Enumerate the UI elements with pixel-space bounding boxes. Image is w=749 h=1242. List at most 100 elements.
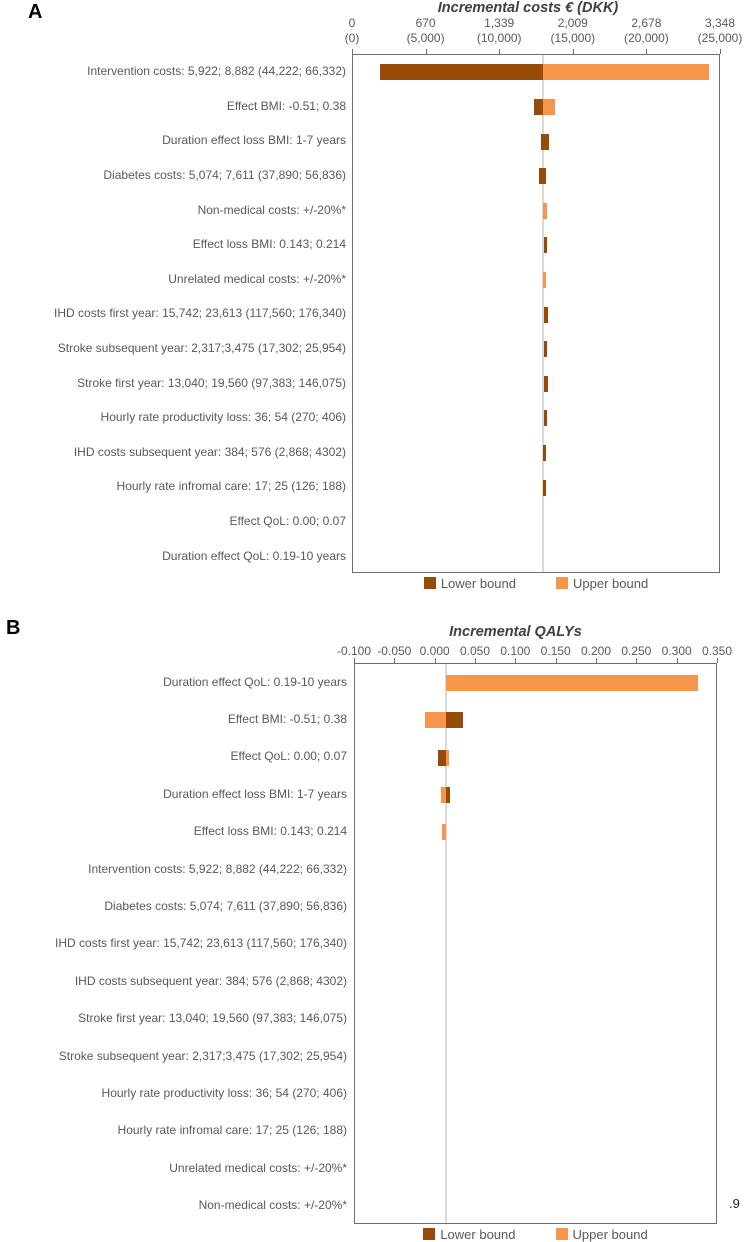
x-axis-tick-mark (475, 658, 476, 663)
x-axis-tick-mark (720, 49, 721, 54)
upper-bound-bar (543, 271, 547, 288)
x-axis-tick-label: 0.350 (701, 644, 733, 658)
panel-label-b: B (6, 617, 21, 639)
upper-bound-swatch-icon (555, 1228, 568, 1240)
baseline-gridline (541, 55, 544, 572)
x-axis-tick-label: 0.150 (540, 644, 571, 658)
upper-bound-bar (425, 712, 446, 729)
category-label: Hourly rate infromal care: 17; 25 (126; … (117, 1123, 347, 1138)
baseline-gridline (444, 664, 447, 1223)
x-axis-tick-mark (636, 658, 638, 663)
legend-item-upper: Upper bound (555, 1226, 648, 1242)
chart-title-qalys: Incremental QALYs (449, 624, 582, 640)
x-axis-tick-label: -0.100 (336, 644, 372, 658)
legend-upper-label: Upper bound (572, 1226, 648, 1242)
upper-bound-bar (440, 786, 446, 803)
category-label: Diabetes costs: 5,074; 7,611 (37,890; 56… (104, 899, 347, 914)
lower-bound-bar (379, 64, 543, 81)
category-label: Effect BMI: -0.51; 0.38 (226, 98, 346, 113)
x-axis-tick-mark (676, 658, 678, 663)
lower-bound-bar (543, 444, 546, 461)
legend-costs: Lower bound Upper bound (352, 575, 720, 591)
category-label: Non-medical costs: +/-20%* (198, 1198, 347, 1213)
lower-bound-bar (543, 341, 547, 358)
lower-bound-bar (540, 133, 550, 150)
category-label: Unrelated medical costs: +/-20%* (169, 1160, 347, 1175)
lower-bound-bar (543, 375, 548, 392)
category-label: Effect QoL: 0.00; 0.07 (229, 514, 346, 529)
x-axis-tick-mark (352, 49, 353, 54)
category-label: Intervention costs: 5,922; 8,882 (44,222… (88, 861, 347, 876)
category-label: Duration effect QoL: 0.19-10 years (163, 674, 347, 689)
x-axis-tick-label: 0.300 (661, 644, 692, 658)
chart-title-costs: Incremental costs € (DKK) (437, 0, 619, 16)
category-label: Duration effect loss BMI: 1-7 years (162, 133, 346, 148)
legend-lower-label: Lower bound (440, 575, 516, 591)
category-label: Duration effect loss BMI: 1-7 years (163, 786, 347, 801)
x-axis-tick-label: (20,000) (624, 31, 669, 45)
category-label: IHD costs first year: 15,742; 23,613 (11… (55, 936, 347, 951)
x-axis-tick-label: (10,000) (476, 31, 522, 45)
category-label: IHD costs subsequent year: 384; 576 (2,8… (73, 444, 346, 459)
x-axis-tick-label: 2,009 (557, 16, 588, 30)
lower-bound-swatch-icon (423, 577, 436, 589)
upper-bound-bar (542, 98, 555, 115)
x-axis-tick-label: (15,000) (550, 31, 596, 45)
upper-bound-bar (445, 674, 698, 691)
legend-qalys: Lower bound Upper bound (354, 1226, 717, 1242)
category-label: Diabetes costs: 5,074; 7,611 (37,890; 56… (103, 168, 346, 183)
upper-bound-bar (442, 824, 446, 841)
category-label: IHD costs first year: 15,742; 23,613 (11… (54, 306, 346, 321)
plot-area-qalys (354, 663, 717, 1224)
x-axis-tick-mark (394, 658, 396, 663)
category-label: Hourly rate infromal care: 17; 25 (126; … (116, 479, 346, 494)
x-axis-tick-mark (499, 49, 501, 54)
x-axis-tick-mark (717, 658, 718, 663)
lower-bound-bar (543, 237, 547, 254)
category-label: Unrelated medical costs: +/-20%* (168, 271, 346, 286)
legend-lower-label: Lower bound (440, 1226, 516, 1242)
upper-bound-bar (542, 64, 710, 81)
x-axis-tick-label: 0.200 (580, 644, 612, 658)
x-axis-tick-label: (5,000) (406, 31, 445, 45)
x-axis-tick-mark (425, 49, 427, 54)
category-label: IHD costs subsequent year: 384; 576 (2,8… (74, 973, 347, 988)
upper-bound-swatch-icon (556, 577, 568, 589)
category-label: Effect loss BMI: 0.143; 0.214 (193, 824, 347, 839)
x-axis-tick-label: -0.050 (377, 644, 412, 658)
category-label: Non-medical costs: +/-20%* (197, 202, 346, 217)
panel-label-a: A (28, 1, 43, 23)
category-label: Stroke first year: 13,040; 19,560 (97,38… (77, 375, 346, 390)
x-axis-tick-label: 0.250 (621, 644, 652, 658)
x-axis-tick-mark (596, 658, 597, 663)
x-axis-tick-label: 1,339 (484, 16, 515, 30)
upper-bound-bar (445, 749, 450, 766)
page-number-fragment: .9 (729, 1196, 740, 1211)
x-axis-tick-label: 2,678 (631, 16, 662, 30)
lower-bound-swatch-icon (423, 1228, 436, 1240)
category-label: Stroke first year: 13,040; 19,560 (97,38… (78, 1011, 347, 1026)
plot-area-costs (352, 54, 720, 573)
lower-bound-bar (539, 168, 546, 185)
x-axis-tick-label: 0 (348, 16, 356, 30)
category-label: Stroke subsequent year: 2,317;3,475 (17,… (58, 1048, 347, 1063)
legend-item-lower: Lower bound (423, 1226, 516, 1242)
x-axis-tick-mark (646, 49, 648, 54)
category-label: Duration effect QoL: 0.19-10 years (162, 548, 346, 563)
upper-bound-bar (543, 202, 547, 219)
x-axis-tick-label: 0.000 (419, 644, 450, 658)
category-label: Stroke subsequent year: 2,317;3,475 (17,… (57, 341, 346, 356)
category-label: Hourly rate productivity loss: 36; 54 (2… (101, 1086, 347, 1101)
x-axis-tick-label: 0.050 (459, 644, 491, 658)
x-axis-tick-label: (0) (344, 31, 360, 45)
x-axis-tick-mark (434, 658, 436, 663)
category-label: Hourly rate productivity loss: 36; 54 (2… (100, 410, 346, 425)
category-label: Effect loss BMI: 0.143; 0.214 (192, 237, 346, 252)
x-axis-tick-mark (354, 658, 355, 663)
x-axis-tick-mark (572, 49, 574, 54)
x-axis-tick-label: 3,348 (704, 16, 736, 30)
x-axis-tick-mark (555, 658, 557, 663)
category-label: Effect QoL: 0.00; 0.07 (230, 749, 347, 764)
lower-bound-bar (544, 410, 547, 427)
